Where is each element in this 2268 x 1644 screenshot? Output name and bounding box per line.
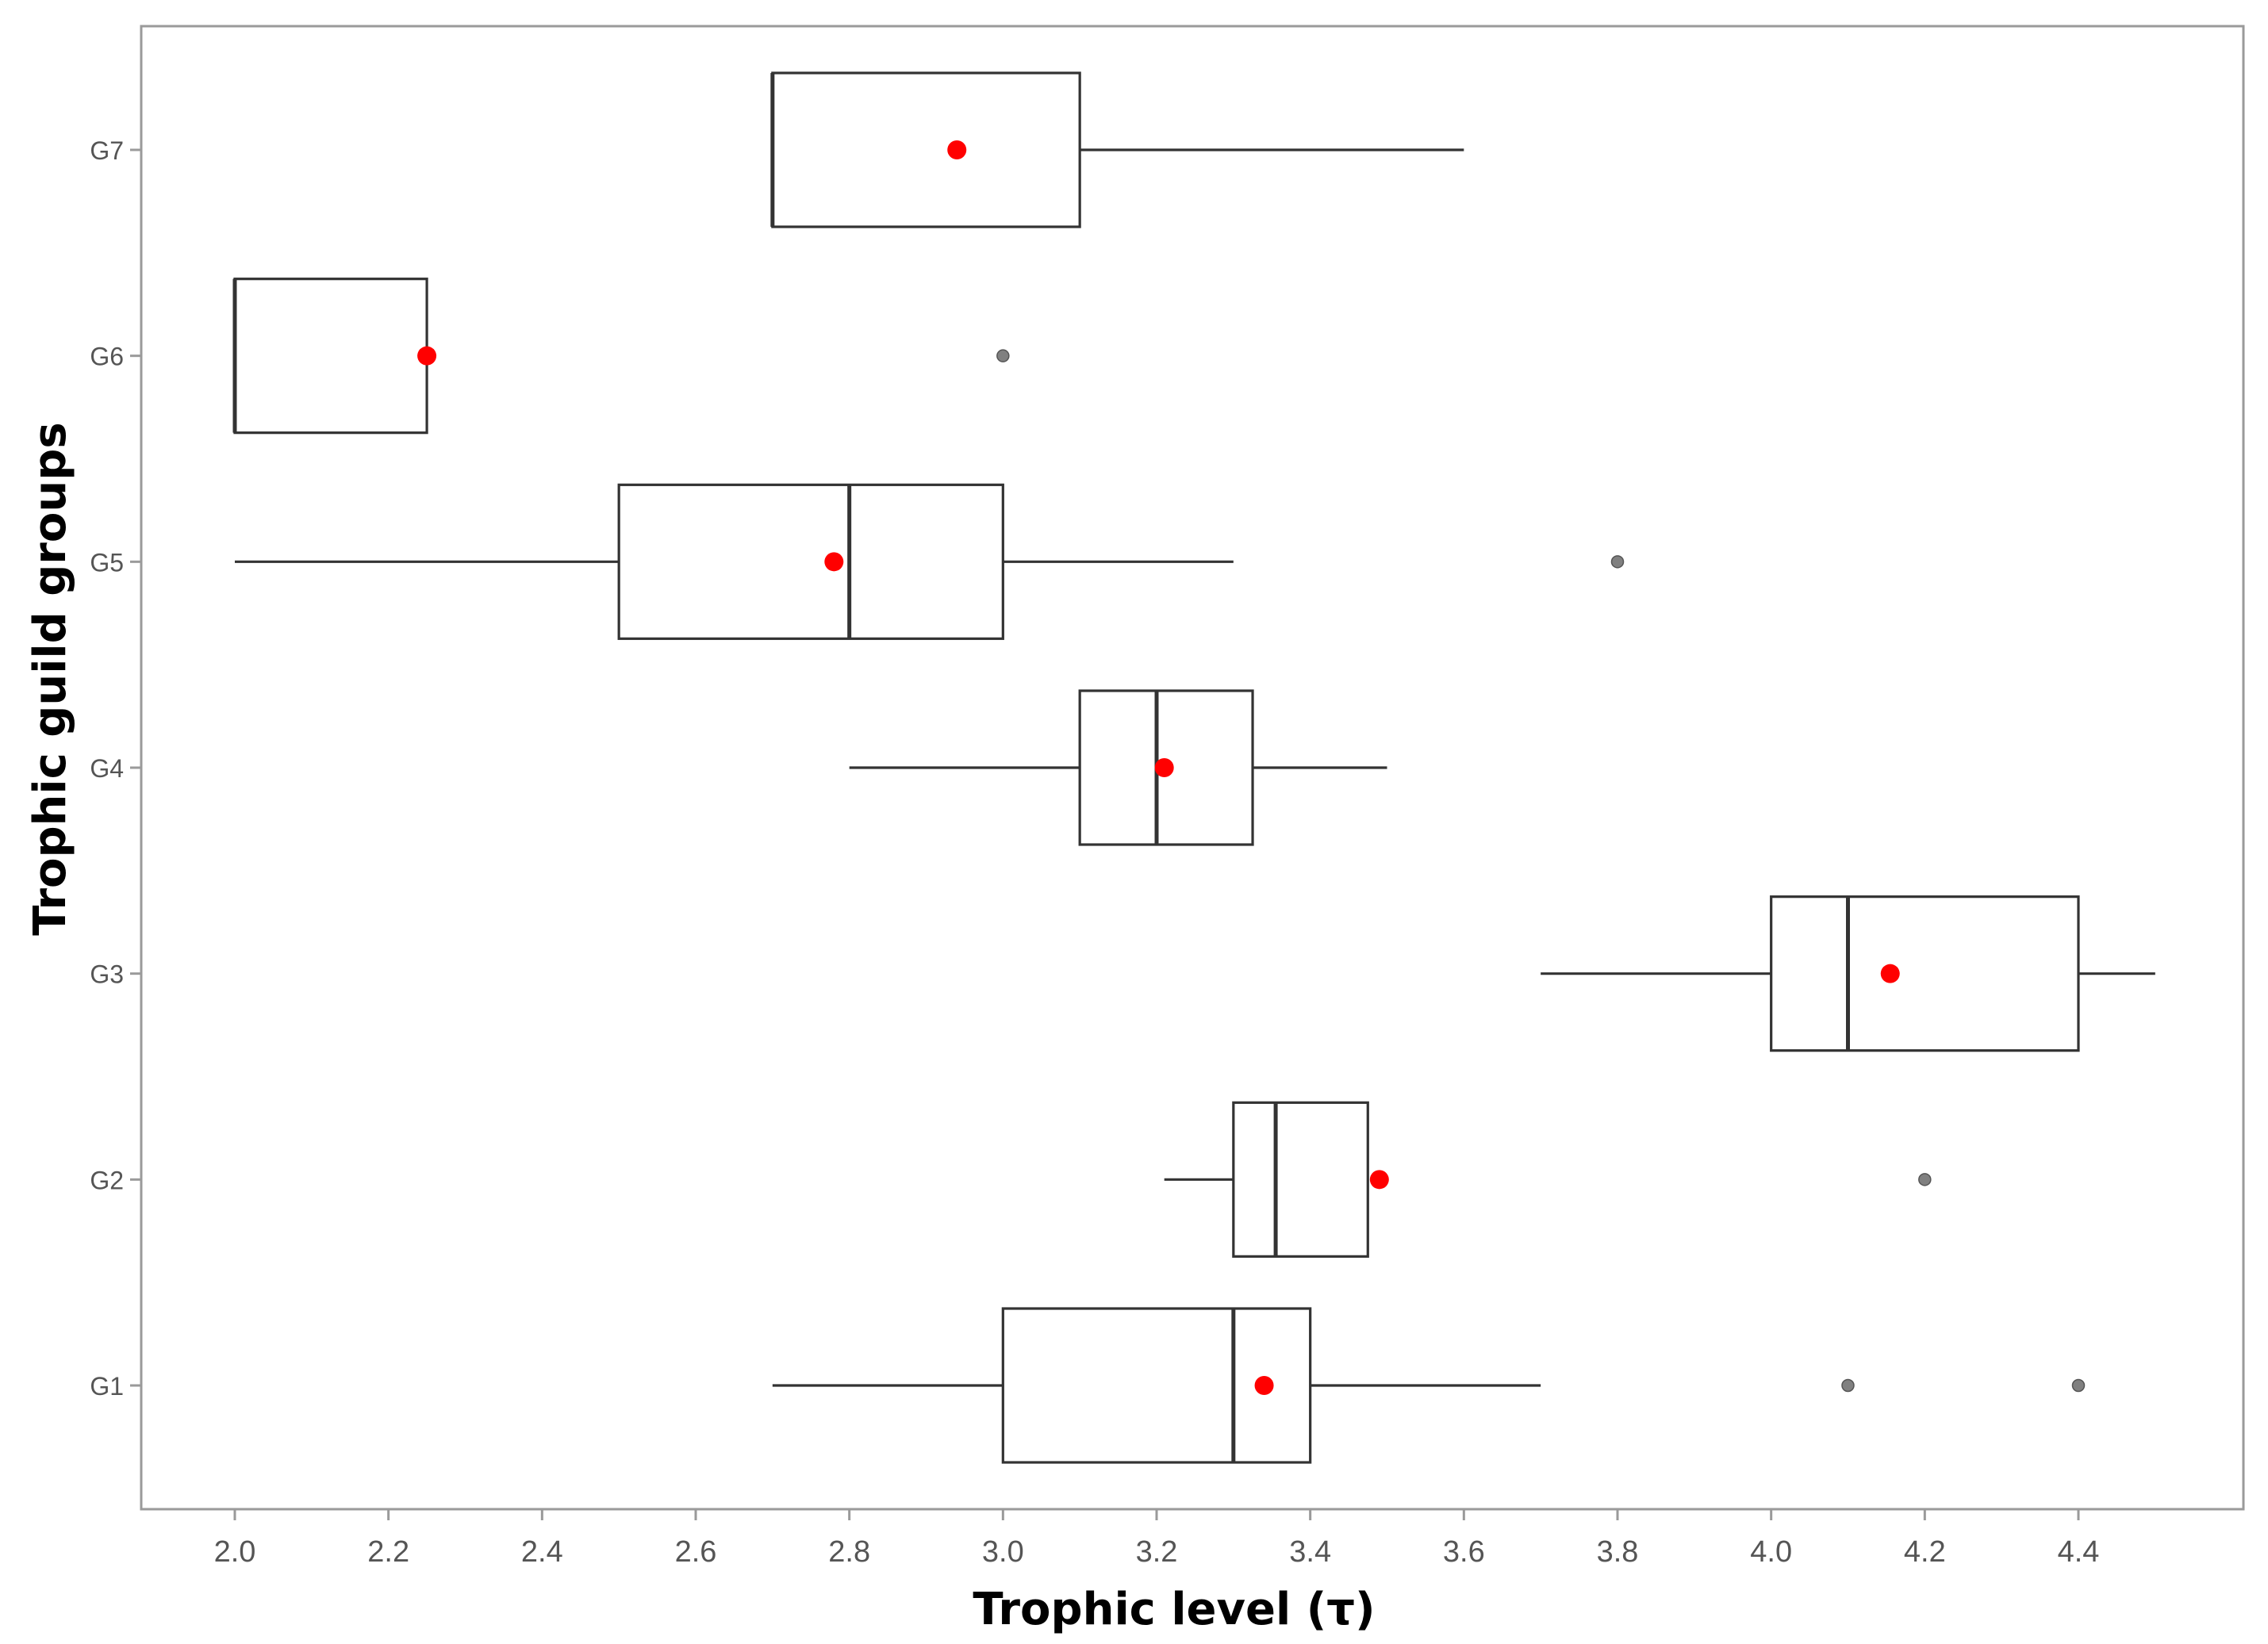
- y-axis-ticks: G1 G2 G3 G4 G5 G6 G7: [90, 136, 141, 1401]
- iqr-box: [1770, 895, 2080, 1052]
- x-tick-label: 4.2: [1904, 1535, 1946, 1569]
- iqr-box: [1232, 1101, 1369, 1258]
- y-tick-label: G3: [90, 960, 124, 989]
- box-group-g4: [849, 689, 1387, 846]
- y-tick-label: G2: [90, 1166, 124, 1194]
- mean-point: [1254, 1376, 1274, 1395]
- y-tick-label: G4: [90, 754, 124, 783]
- x-tick-label: 2.0: [214, 1535, 256, 1569]
- outlier-point: [996, 349, 1010, 362]
- y-tick-label: G7: [90, 136, 124, 165]
- y-tick-label: G6: [90, 343, 124, 371]
- x-axis-ticks: 2.0 2.2 2.4 2.6 2.8 3.0 3.2 3.4 3.6 3.8 4.0 4.2 4.4: [214, 1509, 2100, 1569]
- iqr-box: [233, 278, 428, 435]
- x-tick-label: 2.8: [828, 1535, 870, 1569]
- outlier-point: [2071, 1378, 2086, 1393]
- box-group-g3: [1541, 895, 2155, 1052]
- x-tick-label: 3.8: [1597, 1535, 1639, 1569]
- y-tick-label: G1: [90, 1372, 124, 1401]
- y-tick-label: G5: [90, 548, 124, 577]
- y-axis-title: Trophic guild groups: [25, 422, 76, 935]
- x-tick-label: 3.0: [982, 1535, 1024, 1569]
- x-tick-label: 3.4: [1289, 1535, 1331, 1569]
- outlier-point: [1610, 555, 1625, 569]
- x-tick-label: 3.6: [1443, 1535, 1485, 1569]
- iqr-box: [617, 483, 1004, 640]
- outlier-point: [1841, 1378, 1855, 1393]
- box-group-g1: [772, 1307, 2086, 1464]
- mean-point: [1154, 758, 1174, 777]
- box-group-g5: [235, 483, 1625, 640]
- outlier-point: [1918, 1173, 1932, 1186]
- x-tick-label: 4.0: [1750, 1535, 1792, 1569]
- x-tick-label: 2.2: [367, 1535, 409, 1569]
- mean-point: [1369, 1170, 1389, 1190]
- mean-point: [824, 552, 844, 572]
- box-group-g6: [232, 278, 1010, 435]
- mean-point: [947, 140, 967, 159]
- box-group-g2: [1164, 1101, 1932, 1258]
- x-tick-label: 2.4: [521, 1535, 563, 1569]
- boxplot-series: [232, 71, 2155, 1464]
- box-group-g7: [770, 71, 1464, 228]
- iqr-box: [771, 71, 1081, 228]
- x-tick-label: 4.4: [2058, 1535, 2100, 1569]
- x-tick-label: 3.2: [1136, 1535, 1178, 1569]
- mean-point: [417, 346, 437, 366]
- x-tick-label: 2.6: [675, 1535, 717, 1569]
- x-axis-title: Trophic level (τ): [973, 1584, 1375, 1635]
- mean-point: [1880, 964, 1900, 983]
